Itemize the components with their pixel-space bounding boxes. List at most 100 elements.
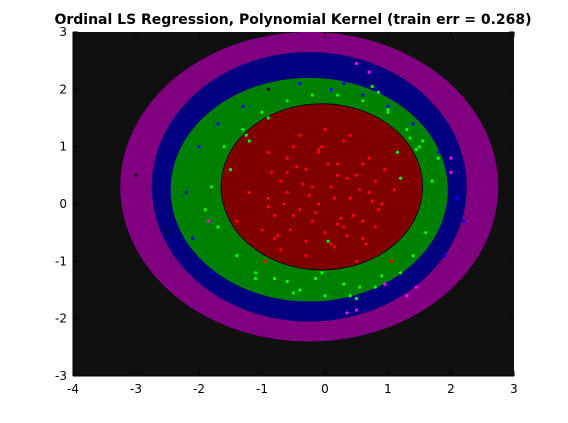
data-point bbox=[430, 179, 434, 183]
data-point bbox=[326, 162, 330, 166]
data-point bbox=[266, 87, 270, 91]
data-point bbox=[317, 202, 321, 206]
data-point bbox=[354, 61, 359, 66]
data-point bbox=[361, 99, 365, 103]
data-point bbox=[386, 104, 390, 109]
data-point bbox=[273, 276, 277, 281]
data-point bbox=[266, 205, 270, 209]
data-point bbox=[348, 196, 352, 200]
data-point bbox=[323, 127, 327, 132]
data-point bbox=[345, 233, 349, 238]
data-point bbox=[279, 248, 283, 252]
data-point bbox=[348, 294, 352, 298]
data-point bbox=[449, 156, 453, 160]
y-tick-label: 3 bbox=[59, 25, 67, 39]
data-point bbox=[273, 236, 277, 240]
y-tick-label: 1 bbox=[59, 140, 67, 154]
data-point bbox=[241, 127, 245, 132]
data-point bbox=[291, 213, 296, 218]
data-point bbox=[329, 87, 333, 91]
data-point bbox=[254, 271, 258, 275]
data-point bbox=[285, 279, 289, 283]
data-point bbox=[206, 219, 211, 223]
data-point bbox=[235, 254, 239, 258]
x-tick-label: 0 bbox=[321, 382, 329, 396]
data-point bbox=[304, 239, 308, 243]
data-point bbox=[276, 233, 280, 238]
data-point bbox=[354, 297, 359, 301]
data-point bbox=[266, 150, 270, 154]
data-point bbox=[380, 274, 384, 278]
data-point bbox=[313, 276, 318, 281]
data-point bbox=[323, 231, 327, 235]
data-point bbox=[254, 276, 258, 281]
data-point bbox=[376, 90, 381, 94]
data-point bbox=[462, 219, 466, 223]
data-points bbox=[121, 59, 503, 355]
data-point bbox=[313, 211, 318, 215]
data-point bbox=[358, 188, 362, 192]
data-point bbox=[373, 285, 377, 289]
x-tick-label: -2 bbox=[193, 382, 205, 396]
data-point bbox=[348, 133, 352, 137]
data-point bbox=[172, 351, 176, 355]
data-point bbox=[282, 202, 286, 206]
data-point bbox=[332, 196, 337, 200]
data-point bbox=[443, 254, 447, 258]
series-3 bbox=[184, 82, 466, 275]
data-point bbox=[329, 185, 333, 189]
x-tick-label: -3 bbox=[130, 382, 142, 396]
data-point bbox=[361, 236, 365, 240]
data-point bbox=[336, 222, 340, 226]
data-point bbox=[342, 282, 346, 286]
data-point bbox=[298, 133, 302, 137]
data-point bbox=[320, 271, 324, 275]
data-point bbox=[499, 334, 503, 338]
series-2 bbox=[203, 84, 440, 301]
data-point bbox=[288, 228, 292, 232]
data-point bbox=[367, 70, 371, 74]
data-point bbox=[380, 202, 384, 206]
data-point bbox=[408, 136, 412, 140]
data-point bbox=[197, 145, 201, 149]
data-point bbox=[210, 271, 214, 275]
data-point bbox=[134, 173, 138, 177]
data-point bbox=[260, 110, 264, 114]
data-point bbox=[222, 145, 226, 149]
data-point bbox=[487, 59, 491, 63]
data-point bbox=[244, 133, 248, 137]
data-point bbox=[336, 162, 340, 166]
x-tick-label: 1 bbox=[384, 382, 392, 396]
data-point bbox=[301, 182, 305, 186]
data-point bbox=[373, 179, 377, 183]
data-point bbox=[285, 99, 289, 103]
data-point bbox=[203, 208, 207, 212]
data-point bbox=[414, 285, 418, 289]
data-point bbox=[367, 156, 371, 160]
data-point bbox=[370, 84, 374, 89]
data-point bbox=[417, 145, 422, 149]
data-point bbox=[358, 285, 362, 289]
data-point bbox=[323, 294, 327, 298]
data-point bbox=[216, 225, 220, 229]
data-point bbox=[298, 82, 302, 86]
data-point bbox=[291, 145, 296, 149]
x-tick-label: 2 bbox=[447, 382, 455, 396]
data-point bbox=[304, 254, 308, 258]
data-point bbox=[424, 231, 428, 235]
data-point bbox=[241, 104, 245, 109]
x-tick-label: 3 bbox=[510, 382, 518, 396]
data-point bbox=[121, 328, 125, 332]
series-1 bbox=[235, 127, 396, 263]
region-4 bbox=[220, 103, 424, 271]
data-point bbox=[273, 213, 277, 218]
data-point bbox=[345, 176, 349, 180]
data-point bbox=[310, 219, 314, 223]
data-point bbox=[279, 179, 283, 183]
data-point bbox=[147, 59, 151, 63]
y-axis-ticks: -3 -2 -1 0 1 2 3 bbox=[55, 25, 514, 383]
data-point bbox=[285, 190, 289, 195]
data-point bbox=[392, 188, 396, 192]
data-point bbox=[395, 150, 400, 154]
